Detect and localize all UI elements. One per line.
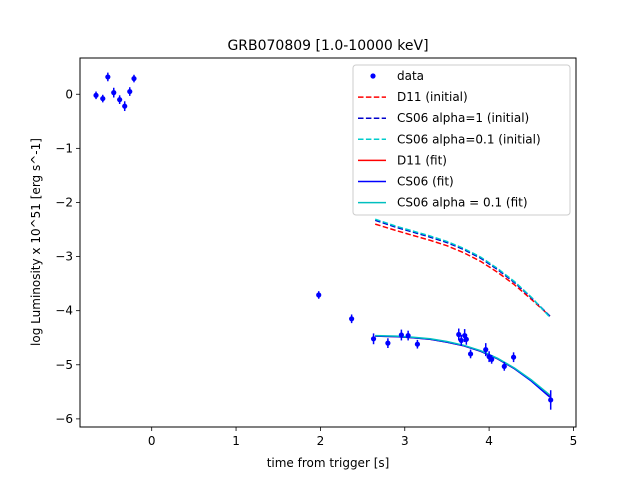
series-line-5 — [375, 334, 551, 396]
data-point — [100, 95, 106, 102]
data-point — [483, 347, 489, 353]
series-line-0 — [374, 223, 551, 317]
x-axis-label: time from trigger [s] — [267, 456, 390, 470]
data-point — [414, 341, 421, 347]
legend-label: CS06 alpha = 0.1 (fit) — [397, 196, 528, 210]
x-tick-label: 5 — [570, 434, 578, 448]
y-axis-label: log Luminosity x 10^51 [erg s^-1] — [29, 138, 43, 346]
data-point — [458, 337, 464, 344]
data-point — [398, 332, 404, 338]
y-axis: 0 −1 −2 −3 −4 −5 −6 — [55, 87, 80, 426]
x-tick-label: 1 — [232, 434, 240, 448]
data-point — [456, 331, 462, 338]
data-point — [405, 332, 411, 339]
legend-box — [352, 64, 571, 216]
y-tick-label: −2 — [55, 195, 73, 209]
legend-label: CS06 (fit) — [397, 175, 454, 189]
y-tick-label: −1 — [55, 141, 73, 155]
data-point — [117, 97, 123, 103]
data-point — [131, 75, 137, 82]
y-tick-label: 0 — [65, 87, 73, 101]
legend-label: CS06 alpha=0.1 (initial) — [397, 132, 541, 146]
data-point — [122, 103, 128, 109]
x-tick-label: 0 — [148, 434, 156, 448]
legend-marker — [370, 73, 376, 79]
series-line-1 — [374, 219, 551, 317]
y-tick-label: −5 — [55, 358, 73, 372]
legend-label: D11 (fit) — [397, 153, 447, 167]
y-tick-label: −6 — [55, 412, 73, 426]
data-point — [127, 88, 133, 95]
legend-label: data — [397, 69, 424, 83]
x-tick-label: 3 — [401, 434, 409, 448]
data-point — [93, 92, 99, 98]
data-point — [463, 336, 469, 342]
data-point — [370, 336, 377, 342]
chart-title: GRB070809 [1.0-10000 keV] — [227, 38, 428, 54]
series-line-2 — [374, 218, 551, 318]
data-point — [501, 363, 507, 370]
data-point — [489, 356, 495, 362]
data-point — [467, 351, 474, 357]
data-point — [111, 90, 117, 96]
plot-area — [93, 72, 554, 410]
data-point — [385, 340, 391, 346]
data-point — [105, 74, 111, 80]
x-tick-label: 4 — [485, 434, 493, 448]
data-point — [316, 292, 322, 298]
legend-label: CS06 alpha=1 (initial) — [397, 111, 529, 125]
plot-frame — [79, 57, 577, 428]
legend-label: D11 (initial) — [397, 90, 468, 104]
legend: data D11 (initial) CS06 alpha=1 (initial) C… — [352, 64, 571, 216]
data-point — [548, 397, 554, 403]
x-axis: 0 1 2 3 4 5 — [148, 427, 577, 448]
y-tick-label: −3 — [55, 250, 73, 264]
x-tick-label: 2 — [317, 434, 325, 448]
data-point — [349, 316, 355, 322]
data-point — [510, 354, 517, 360]
y-tick-label: −4 — [55, 304, 73, 318]
